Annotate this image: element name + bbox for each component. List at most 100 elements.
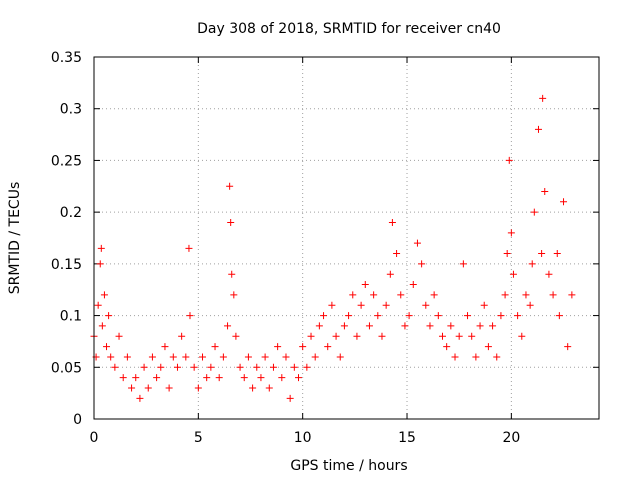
data-point <box>157 363 165 371</box>
data-point <box>215 374 223 382</box>
data-point <box>169 353 177 361</box>
data-point <box>286 394 294 402</box>
data-point <box>165 384 173 392</box>
data-point <box>211 343 219 351</box>
data-point <box>257 374 265 382</box>
data-point <box>472 353 480 361</box>
data-point <box>503 250 511 258</box>
data-point <box>413 239 421 247</box>
x-axis-label: GPS time / hours <box>290 458 407 474</box>
x-tick-label: 5 <box>194 430 203 446</box>
data-point <box>555 312 563 320</box>
data-point <box>393 250 401 258</box>
data-point <box>464 312 472 320</box>
data-point <box>541 187 549 195</box>
x-tick-label: 15 <box>398 430 416 446</box>
data-point <box>451 353 459 361</box>
data-point <box>115 332 123 340</box>
data-point <box>320 312 328 320</box>
data-point <box>514 312 522 320</box>
x-tick-label: 20 <box>502 430 520 446</box>
data-point <box>522 291 530 299</box>
data-point <box>103 343 111 351</box>
data-point <box>315 322 323 330</box>
data-point <box>178 332 186 340</box>
data-point <box>194 384 202 392</box>
data-point <box>240 374 248 382</box>
data-point <box>207 363 215 371</box>
data-point <box>244 353 252 361</box>
data-point <box>224 322 232 330</box>
data-point <box>345 312 353 320</box>
data-point <box>190 363 198 371</box>
data-point <box>430 291 438 299</box>
data-point <box>484 343 492 351</box>
grid <box>94 57 599 419</box>
data-point <box>123 353 131 361</box>
data-point <box>274 343 282 351</box>
data-point <box>186 312 194 320</box>
data-point <box>185 244 193 252</box>
data-point <box>96 260 104 268</box>
data-point <box>253 363 261 371</box>
data-point <box>497 312 505 320</box>
data-point <box>295 374 303 382</box>
data-point <box>534 125 542 133</box>
y-tick-label: 0.05 <box>51 360 82 376</box>
data-point <box>199 353 207 361</box>
data-point <box>282 353 290 361</box>
chart-title: Day 308 of 2018, SRMTID for receiver cn4… <box>197 21 501 37</box>
data-point <box>493 353 501 361</box>
data-point <box>94 301 102 309</box>
data-point <box>136 394 144 402</box>
data-point <box>336 353 344 361</box>
data-point <box>227 218 235 226</box>
data-point <box>111 363 119 371</box>
data-point <box>269 363 277 371</box>
y-tick-label: 0 <box>73 412 82 428</box>
data-point <box>303 363 311 371</box>
data-point <box>507 229 515 237</box>
data-point <box>365 322 373 330</box>
data-point <box>144 384 152 392</box>
data-point <box>386 270 394 278</box>
data-point <box>455 332 463 340</box>
y-axis-label: SRMTID / TECUs <box>7 182 23 295</box>
data-point <box>105 312 113 320</box>
data-point <box>161 343 169 351</box>
x-tick-label: 10 <box>294 430 312 446</box>
data-point <box>388 218 396 226</box>
data-point <box>468 332 476 340</box>
data-point <box>564 343 572 351</box>
data-point <box>405 312 413 320</box>
data-point <box>324 343 332 351</box>
data-point <box>382 301 390 309</box>
data-point <box>518 332 526 340</box>
data-point <box>232 332 240 340</box>
axis-ticks: 0 0.05 0.1 0.15 0.2 0.25 0.3 0.35 0 5 10 15 20 <box>51 50 599 446</box>
data-point <box>328 301 336 309</box>
data-point <box>501 291 509 299</box>
data-point <box>357 301 365 309</box>
data-point <box>553 250 561 258</box>
data-point <box>568 291 576 299</box>
data-point <box>378 332 386 340</box>
data-point <box>226 182 234 190</box>
data-point <box>545 270 553 278</box>
y-tick-label: 0.35 <box>51 50 82 66</box>
data-point <box>203 374 211 382</box>
data-point <box>374 312 382 320</box>
data-point <box>261 353 269 361</box>
data-point <box>219 353 227 361</box>
data-point <box>182 353 190 361</box>
data-point <box>132 374 140 382</box>
y-tick-label: 0.2 <box>60 205 82 221</box>
data-point <box>332 332 340 340</box>
data-point <box>307 332 315 340</box>
data-point <box>100 291 108 299</box>
data-point <box>549 291 557 299</box>
data-point <box>148 353 156 361</box>
data-point <box>509 270 517 278</box>
data-point <box>128 384 136 392</box>
